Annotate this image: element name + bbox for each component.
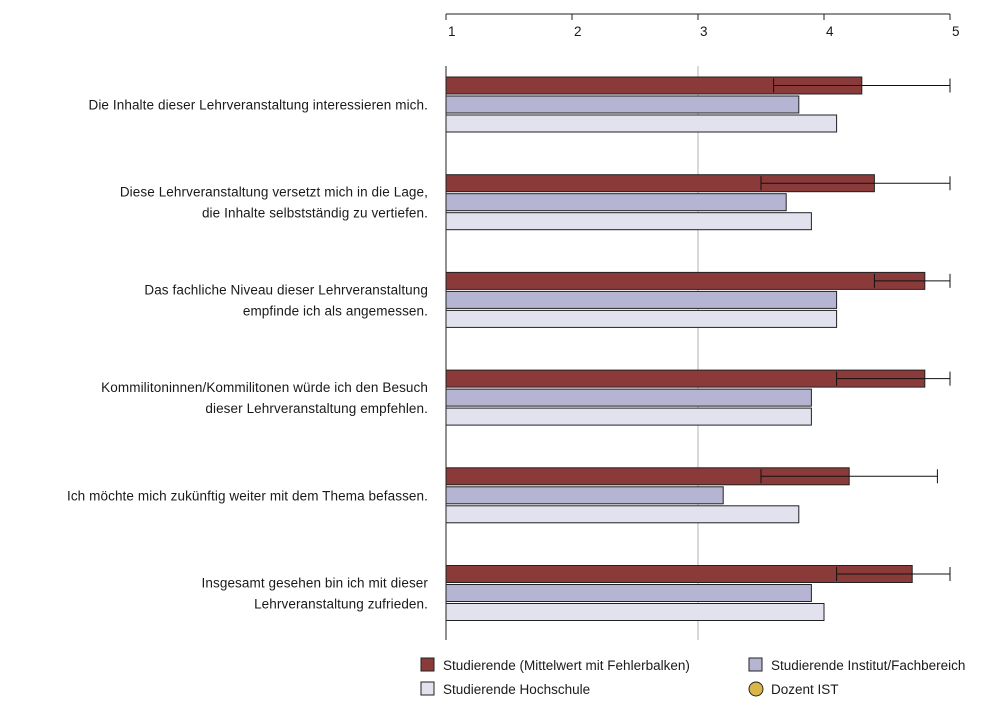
legend: Studierende (Mittelwert mit Fehlerbalken… [420,657,965,697]
tick-label: 1 [448,24,456,39]
legend-label: Dozent IST [771,682,839,697]
bar [445,505,800,524]
bar [445,603,825,621]
bar [445,486,724,505]
axis-layer: 1 2 3 4 5 [445,13,960,640]
question-label: Insgesamt gesehen bin ich mit dieser [202,576,429,591]
question-label: empfinde ich als angemessen. [243,303,428,318]
tick-label: 5 [952,24,960,39]
legend-label: Studierende Institut/Fachbereich [771,658,965,673]
bar [445,309,838,328]
question-label: Lehrveranstaltung zufrieden. [254,597,428,612]
legend-label: Studierende Hochschule [443,682,590,697]
bar [445,95,800,114]
legend-swatch [420,657,435,672]
question-label-layer: Die Inhalte dieser Lehrveranstaltung int… [67,98,428,612]
legend-swatch [420,681,435,696]
bar [445,290,838,309]
bar [445,193,787,212]
question-label: Kommilitoninnen/Kommilitonen würde ich d… [101,380,428,395]
legend-marker [748,681,764,697]
tick-label: 4 [826,24,834,39]
bar [445,271,926,290]
bar [445,388,812,407]
legend-swatch [748,657,763,672]
question-label: Ich möchte mich zukünftig weiter mit dem… [67,488,428,503]
bar [445,212,812,231]
question-label: die Inhalte selbstständig zu vertiefen. [202,206,428,221]
tick-label: 2 [574,24,582,39]
question-label: Diese Lehrveranstaltung versetzt mich in… [120,185,428,200]
legend-label: Studierende (Mittelwert mit Fehlerbalken… [443,658,690,673]
bar [445,407,812,426]
question-label: Die Inhalte dieser Lehrveranstaltung int… [88,98,428,113]
question-label: dieser Lehrveranstaltung empfehlen. [205,401,428,416]
bar [445,114,838,133]
bar [445,584,812,602]
bar-layer [445,76,951,621]
question-label: Das fachliche Niveau dieser Lehrveransta… [144,282,428,297]
tick-label: 3 [700,24,708,39]
